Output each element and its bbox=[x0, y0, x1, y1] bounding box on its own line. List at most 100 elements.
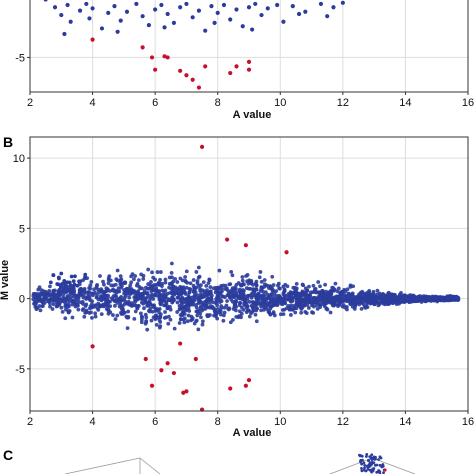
panel-b-normal-point bbox=[230, 288, 235, 292]
panel-b-normal-point bbox=[75, 283, 80, 288]
panel-a-normal-point bbox=[221, 2, 227, 8]
panel-b-normal-point bbox=[138, 311, 143, 316]
panel-c-point bbox=[378, 455, 382, 459]
ma-plot-panel-b: B 2 4 6 8 10 12 14 16 -5 0 5 10 A value M value bbox=[0, 134, 474, 439]
panel-b-normal-point bbox=[212, 313, 216, 318]
panel-b-normal-point bbox=[157, 325, 162, 330]
panel-b-normal-point bbox=[217, 309, 222, 314]
panel-b-y-tick-label: 10 bbox=[13, 153, 25, 165]
panel-b-normal-point bbox=[285, 284, 290, 289]
panel-b-normal-point bbox=[195, 313, 200, 318]
panel-b-normal-point bbox=[351, 294, 356, 299]
panel-b-normal-point bbox=[169, 298, 174, 303]
panel-b-normal-point bbox=[33, 291, 38, 296]
panel-b-normal-point bbox=[81, 307, 86, 311]
panel-b-normal-point bbox=[234, 304, 239, 309]
panel-b-normal-point bbox=[51, 273, 56, 277]
panel-a-normal-point bbox=[290, 4, 295, 9]
panel-a-significant-point bbox=[184, 73, 189, 78]
panel-b-normal-point bbox=[124, 314, 129, 319]
panel-b-normal-point bbox=[313, 296, 318, 300]
panel-b-normal-point bbox=[204, 302, 209, 306]
panel-b-normal-point bbox=[298, 298, 303, 302]
panel-b-normal-point bbox=[188, 281, 193, 286]
panel-a-normal-point bbox=[43, 0, 48, 2]
panel-b-normal-point bbox=[345, 307, 349, 312]
panel-b-normal-point bbox=[81, 302, 85, 306]
panel-b-normal-point bbox=[367, 291, 372, 296]
panel-b-normal-point bbox=[205, 288, 209, 293]
panel-b-normal-point bbox=[221, 318, 226, 323]
panel-b-significant-point bbox=[90, 344, 95, 349]
panel-a-normal-point bbox=[87, 16, 92, 21]
panel-b-normal-point bbox=[56, 275, 61, 280]
panel-b-normal-point bbox=[65, 289, 69, 294]
panel-b-normal-point bbox=[48, 280, 53, 285]
panel-b-normal-point bbox=[87, 294, 92, 299]
panel-b-normal-point bbox=[54, 299, 59, 304]
panel-b-normal-point bbox=[111, 313, 115, 317]
panel-b-normal-point bbox=[247, 299, 252, 304]
panel-b-normal-point bbox=[263, 290, 268, 295]
panel-b-normal-point bbox=[115, 268, 120, 273]
panel-b-normal-point bbox=[199, 283, 203, 288]
panel-b-normal-point bbox=[350, 300, 355, 305]
panel-b-normal-point bbox=[238, 292, 242, 297]
panel-b-normal-point bbox=[168, 317, 173, 322]
panel-a-x-tick-label: 12 bbox=[337, 97, 349, 109]
panel-b-normal-point bbox=[113, 317, 118, 322]
panel-b-significant-point bbox=[171, 370, 177, 376]
panel-b-x-tick-label: 8 bbox=[215, 416, 221, 428]
panel-b-normal-point bbox=[200, 322, 205, 327]
panel-b-normal-point bbox=[111, 297, 115, 302]
panel-b-normal-point bbox=[391, 292, 396, 297]
panel-b-normal-point bbox=[280, 298, 285, 303]
panel-b-normal-point bbox=[194, 270, 199, 274]
panel-b-normal-point bbox=[417, 294, 422, 299]
panel-c-point bbox=[365, 452, 369, 456]
panel-b-normal-point bbox=[219, 286, 224, 291]
panel-b-normal-point bbox=[282, 288, 287, 293]
panel-b-normal-point bbox=[197, 300, 202, 305]
panel-b-normal-point bbox=[312, 287, 317, 292]
panel-b-normal-point bbox=[145, 291, 149, 296]
panel-b-normal-point bbox=[72, 294, 76, 299]
panel-b-normal-point bbox=[225, 299, 229, 303]
panel-b-normal-point bbox=[383, 302, 388, 307]
panel-b-normal-point bbox=[407, 300, 412, 304]
panel-b-normal-point bbox=[254, 283, 259, 288]
panel-c-point bbox=[364, 455, 368, 458]
panel-b-normal-point bbox=[270, 274, 275, 279]
panel-b-normal-point bbox=[202, 291, 207, 296]
panel-b-normal-point bbox=[151, 297, 156, 301]
panel-a-normal-point bbox=[203, 28, 208, 33]
panel-c-point bbox=[366, 467, 370, 471]
panel-a-normal-point bbox=[68, 19, 73, 24]
panel-b-normal-point bbox=[186, 306, 191, 310]
panel-b-normal-point bbox=[430, 295, 435, 300]
panel-b-normal-point bbox=[277, 286, 282, 291]
panel-b-normal-point bbox=[38, 308, 43, 313]
panel-b-normal-point bbox=[170, 295, 175, 300]
panel-b-normal-point bbox=[45, 292, 50, 297]
panel-b-normal-point bbox=[175, 280, 180, 284]
panel-b-x-tick-label: 2 bbox=[27, 416, 33, 428]
panel-b-normal-point bbox=[259, 286, 264, 291]
panel-c-point bbox=[370, 453, 374, 457]
panel-b-normal-point bbox=[320, 288, 325, 293]
panel-b-normal-point bbox=[158, 270, 163, 274]
panel-b-normal-point bbox=[160, 288, 165, 293]
panel-b-normal-point bbox=[137, 284, 142, 289]
panel-b-normal-point bbox=[315, 306, 320, 311]
panel-b-normal-point bbox=[301, 283, 306, 288]
panel-b-significant-point bbox=[199, 144, 205, 149]
panel-b-normal-point bbox=[126, 309, 131, 314]
panel-b-normal-point bbox=[102, 282, 106, 287]
panel-b-normal-point bbox=[95, 292, 99, 297]
panel-b-normal-point bbox=[139, 272, 144, 277]
panel-b-normal-point bbox=[322, 301, 327, 306]
panel-b-normal-point bbox=[393, 298, 397, 303]
panel-b-normal-point bbox=[129, 280, 134, 285]
panel-b-normal-point bbox=[149, 292, 154, 297]
